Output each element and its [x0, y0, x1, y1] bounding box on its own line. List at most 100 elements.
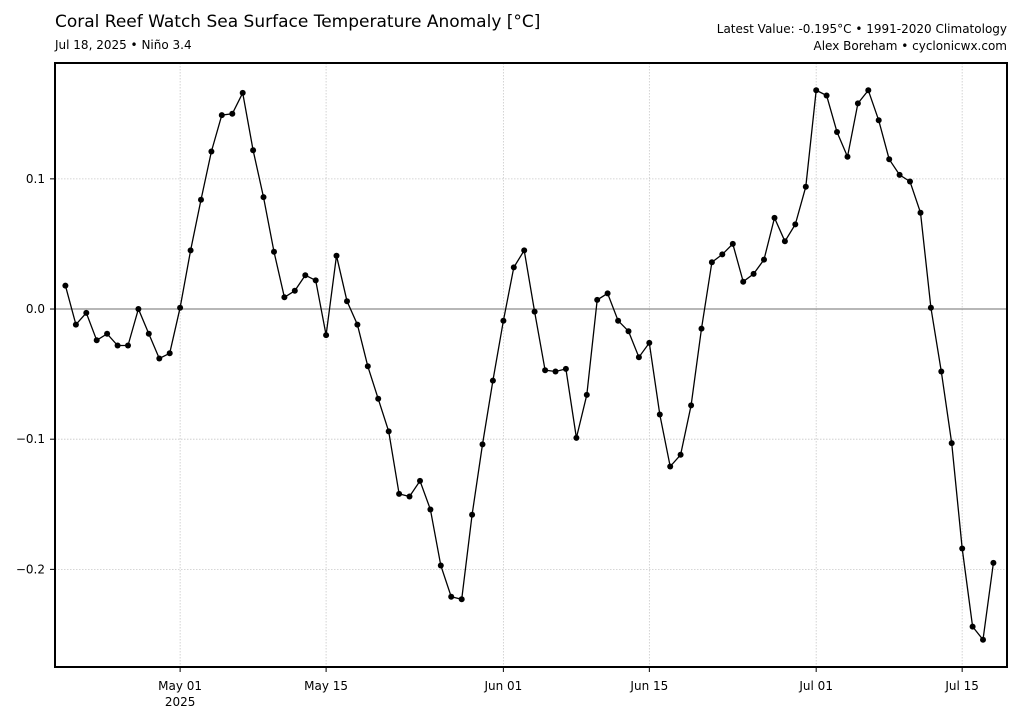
x-tick-label: May 15 [304, 679, 348, 693]
data-point [323, 332, 330, 339]
data-point [708, 259, 715, 266]
chart-subtitle: Jul 18, 2025 • Niño 3.4 [55, 38, 192, 52]
data-point [198, 196, 204, 203]
data-point [896, 171, 903, 178]
data-point [635, 354, 642, 361]
data-point [677, 451, 684, 458]
data-point [865, 87, 872, 94]
data-point [959, 545, 966, 552]
x-tick-label: May 01 [158, 679, 202, 693]
data-point [750, 270, 757, 277]
data-point [135, 306, 142, 312]
data-point [156, 355, 163, 362]
data-point [166, 350, 173, 357]
data-point [271, 248, 277, 255]
data-point [990, 559, 997, 566]
y-tick-label: 0.0 [26, 302, 45, 316]
data-point [792, 221, 799, 228]
data-point [761, 256, 767, 263]
axis-ticks: May 01 2025 May 15 Jun 01 Jun 15 Jul 01 Jul 15… [16, 172, 979, 709]
data-point [260, 194, 267, 201]
data-point [886, 156, 893, 163]
data-point [62, 282, 69, 289]
x-tick-year-label: 2025 [165, 695, 196, 709]
data-point [312, 277, 319, 284]
data-point [781, 238, 788, 245]
data-point [364, 363, 371, 370]
data-point [844, 153, 851, 160]
data-point [427, 506, 434, 513]
data-point [729, 240, 736, 247]
data-point [469, 511, 476, 518]
x-tick-label: Jun 15 [629, 679, 668, 693]
data-point [552, 368, 559, 375]
data-point [667, 463, 674, 470]
data-point [740, 278, 747, 285]
data-point [375, 395, 382, 402]
data-point [969, 623, 976, 630]
data-point [354, 321, 361, 328]
data-point [250, 147, 257, 154]
data-point [125, 342, 131, 349]
data-point [542, 367, 549, 374]
data-point [802, 183, 809, 190]
data-point [834, 129, 840, 135]
data-point [344, 298, 350, 305]
data-point [510, 264, 517, 271]
data-point [448, 593, 455, 600]
data-point [813, 87, 820, 94]
data-point [72, 321, 79, 328]
data-point [385, 428, 392, 435]
data-point [531, 308, 538, 315]
data-point [646, 339, 653, 346]
data-point [719, 251, 726, 258]
data-point [927, 304, 934, 311]
data-point [437, 562, 444, 569]
data-markers [62, 87, 997, 643]
data-point [229, 110, 236, 117]
data-point [458, 596, 465, 603]
data-point [823, 92, 830, 99]
data-point [396, 490, 403, 497]
data-point [948, 440, 955, 447]
data-point [83, 309, 90, 316]
data-point [604, 290, 611, 297]
data-point [583, 391, 590, 398]
data-point [771, 214, 778, 221]
y-tick-label: −0.2 [16, 562, 45, 576]
x-tick-label: Jul 01 [798, 679, 833, 693]
data-point [875, 117, 882, 124]
anomaly-line [64, 88, 995, 642]
data-point [218, 112, 225, 119]
data-point [302, 272, 309, 279]
data-point [656, 411, 663, 418]
data-point [479, 441, 486, 448]
x-tick-label: Jul 15 [944, 679, 979, 693]
data-point [562, 365, 569, 372]
data-point [594, 296, 601, 303]
gridlines [55, 63, 1007, 667]
data-point [145, 330, 152, 337]
data-point [114, 342, 121, 349]
data-point [688, 402, 695, 409]
data-point [187, 247, 194, 254]
chart-title: Coral Reef Watch Sea Surface Temperature… [55, 12, 541, 32]
data-point [625, 328, 632, 335]
chart-info: Latest Value: -0.195°C • 1991-2020 Clima… [717, 21, 1007, 55]
data-point [938, 368, 945, 375]
data-point [615, 317, 622, 324]
data-point [417, 477, 423, 484]
data-point [281, 294, 288, 301]
latest-value-label: Latest Value: -0.195°C • 1991-2020 Clima… [716, 22, 1007, 36]
data-point [854, 100, 861, 107]
data-point [907, 178, 913, 185]
data-point [104, 330, 111, 337]
data-point [573, 434, 580, 441]
plot-frame [54, 62, 1008, 668]
x-tick-label: Jun 01 [483, 679, 522, 693]
data-point [208, 148, 215, 155]
data-point [333, 252, 340, 259]
data-point [93, 337, 100, 344]
data-point [521, 247, 528, 254]
